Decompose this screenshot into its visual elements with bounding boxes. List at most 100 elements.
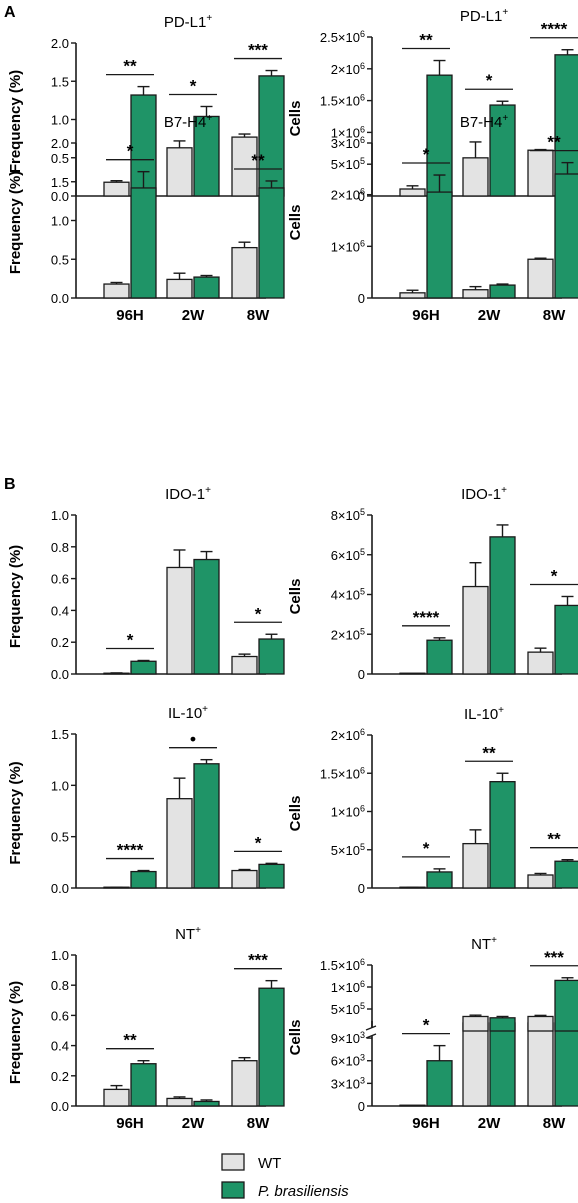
x-tick-label: 96H bbox=[412, 1115, 440, 1132]
significance-label: **** bbox=[413, 608, 440, 627]
significance-label: ** bbox=[123, 57, 137, 76]
y-tick-label: 1×106 bbox=[331, 804, 365, 820]
legend-swatch-wt bbox=[221, 1153, 245, 1171]
legend-label-wt: WT bbox=[258, 1155, 281, 1172]
significance-label: **** bbox=[117, 841, 144, 860]
y-tick-label: 0.5 bbox=[51, 830, 69, 845]
chart-b7-h4-frequency: B7-H4+ Frequency (%) 0.0 0.5 1.0 1.5 2.0 * 96H 2W… bbox=[7, 113, 285, 324]
chart-title: IL-10+ bbox=[464, 705, 504, 723]
y-axis-label: Cells bbox=[287, 1020, 304, 1056]
y-tick-label: 0 bbox=[358, 667, 365, 682]
bar-pb bbox=[130, 1063, 157, 1107]
bar-pb bbox=[258, 75, 285, 197]
bar-wt bbox=[462, 842, 489, 889]
significance-label: * bbox=[551, 566, 558, 585]
bar-pb bbox=[130, 187, 157, 299]
bar-wt bbox=[231, 869, 258, 889]
x-tick-label: 96H bbox=[116, 307, 144, 324]
x-tick-label: 8W bbox=[543, 307, 566, 324]
y-tick-label: 9×103 bbox=[331, 1030, 365, 1046]
significance-label: **** bbox=[541, 20, 568, 39]
y-tick-label: 2.5×106 bbox=[320, 29, 365, 45]
bar-pb bbox=[258, 187, 285, 299]
y-tick-label: 0.0 bbox=[51, 1099, 69, 1114]
y-tick-label: 5×105 bbox=[331, 842, 365, 858]
y-tick-label: 0.2 bbox=[51, 635, 69, 650]
chart-title: PD-L1+ bbox=[460, 7, 509, 25]
bar-wt bbox=[462, 289, 489, 299]
bar-pb bbox=[193, 1100, 220, 1107]
bar-wt bbox=[166, 798, 193, 889]
bar-pb bbox=[193, 276, 220, 299]
y-tick-label: 5×105 bbox=[331, 156, 365, 172]
bar-wt bbox=[527, 651, 554, 675]
bar-pb bbox=[426, 639, 453, 675]
bar-wt bbox=[166, 1097, 193, 1107]
y-tick-label: 8×105 bbox=[331, 507, 365, 523]
significance-label: * bbox=[255, 833, 262, 852]
bar-pb bbox=[554, 979, 578, 1032]
significance-label: *** bbox=[248, 951, 268, 970]
panel-label-b: B bbox=[4, 476, 16, 493]
bar-pb bbox=[554, 860, 578, 889]
bar-pb bbox=[193, 558, 220, 675]
chart-title: IDO-1+ bbox=[461, 485, 507, 503]
y-tick-label: 3×106 bbox=[331, 135, 365, 151]
significance-label: ** bbox=[419, 31, 433, 50]
chart-il-10-frequency: IL-10+ Frequency (%) 0.0 0.5 1.0 1.5 **** • * bbox=[7, 704, 285, 896]
y-tick-label: 0 bbox=[358, 291, 365, 306]
y-axis-label: Cells bbox=[287, 205, 304, 241]
bar-wt bbox=[103, 1088, 130, 1107]
bar-pb bbox=[489, 536, 516, 675]
chart-b7-h4-cells: B7-H4+ Cells 0 1×106 2×106 3×106 * 96H 2W ** 8W bbox=[287, 113, 578, 324]
significance-label: ** bbox=[547, 133, 561, 152]
significance-label: * bbox=[423, 1016, 430, 1035]
y-tick-label: 1.0 bbox=[51, 948, 69, 963]
bar-wt bbox=[166, 278, 193, 299]
bar-wt bbox=[231, 246, 258, 299]
y-tick-label: 0.6 bbox=[51, 1008, 69, 1023]
y-axis-label: Frequency (%) bbox=[7, 761, 24, 864]
significance-label: *** bbox=[544, 948, 564, 967]
significance-label: * bbox=[423, 145, 430, 164]
chart-pd-l1-cells: PD-L1+ Cells 0 5×105 1×106 1.5×106 2×106 2.5×10… bbox=[287, 7, 578, 204]
y-tick-label: 0.4 bbox=[51, 1039, 69, 1054]
bar-pb bbox=[193, 763, 220, 889]
x-tick-label: 2W bbox=[182, 307, 205, 324]
chart-title: PD-L1+ bbox=[164, 13, 213, 31]
y-tick-label: 0.0 bbox=[51, 881, 69, 896]
significance-label: ** bbox=[547, 830, 561, 849]
y-tick-label: 0.0 bbox=[51, 291, 69, 306]
bar-wt bbox=[462, 157, 489, 197]
significance-label: * bbox=[255, 604, 262, 623]
y-tick-label: 1.5×106 bbox=[320, 765, 365, 781]
bar-wt bbox=[166, 147, 193, 197]
chart-pd-l1-frequency: PD-L1+Frequency (%)0.00.51.01.52.0****** bbox=[7, 13, 285, 204]
y-tick-label: 0.2 bbox=[51, 1069, 69, 1084]
y-tick-label: 6×105 bbox=[331, 547, 365, 563]
bar-wt bbox=[231, 1060, 258, 1107]
y-axis-label: Cells bbox=[287, 101, 304, 137]
chart-nt-frequency: NT+ Frequency (%) 0.0 0.2 0.4 0.6 0.8 1.0 ** 96H 2… bbox=[7, 925, 285, 1132]
bar-pb bbox=[426, 191, 453, 299]
significance-label: ** bbox=[482, 743, 496, 762]
axis-break-mark bbox=[365, 1033, 377, 1039]
bar-pb bbox=[193, 115, 220, 197]
y-tick-label: 0 bbox=[358, 881, 365, 896]
significance-label: ** bbox=[251, 151, 265, 170]
chart-title: NT+ bbox=[471, 935, 497, 953]
bar-wt bbox=[462, 1022, 489, 1107]
bar-pb bbox=[426, 1060, 453, 1107]
chart-ido-1-frequency: IDO-1+ Frequency (%) 0.0 0.2 0.4 0.6 0.8 1.0 * * bbox=[7, 485, 285, 682]
y-axis-label: Cells bbox=[287, 796, 304, 832]
y-tick-label: 2×106 bbox=[331, 61, 365, 77]
bar-pb bbox=[426, 871, 453, 889]
bar-pb bbox=[258, 638, 285, 675]
bar-wt bbox=[399, 188, 426, 197]
bar-pb bbox=[130, 870, 157, 889]
chart-title: B7-H4+ bbox=[164, 113, 213, 131]
significance-label: * bbox=[127, 142, 134, 161]
bar-pb bbox=[489, 284, 516, 299]
significance-label: * bbox=[423, 839, 430, 858]
